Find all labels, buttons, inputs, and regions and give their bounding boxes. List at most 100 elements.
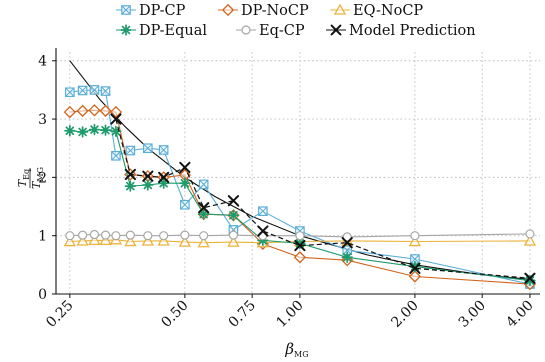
data-point-dp-nocp: [99, 104, 112, 118]
y-tick-label: 1: [38, 229, 47, 245]
data-point-eq-nocp: [76, 234, 89, 246]
data-point-eq-cp: [159, 231, 169, 241]
data-point-eq-cp: [342, 232, 352, 242]
data-point-model-prediction: [524, 272, 536, 284]
data-point-eq-cp: [295, 231, 305, 241]
x-tick-label: 4.00: [503, 298, 536, 331]
data-point-dp-nocp: [109, 105, 123, 119]
data-point-dp-cp: [111, 150, 121, 161]
data-point-model-prediction: [142, 170, 154, 182]
y-axis-title-numerator: T: [16, 178, 29, 187]
series-model-prediction: [110, 113, 536, 284]
data-point-dp-cp: [180, 199, 190, 210]
data-point-eq-cp: [228, 230, 239, 240]
data-point-dp-cp: [158, 145, 169, 155]
data-point-model-prediction: [341, 237, 353, 249]
legend-label: Eq-CP: [259, 23, 305, 39]
data-point-dp-equal: [99, 124, 112, 136]
data-point-eq-nocp: [157, 234, 170, 246]
data-point-model-prediction: [198, 202, 210, 214]
data-point-dp-nocp: [76, 104, 89, 118]
y-tick-label: 3: [38, 112, 47, 128]
data-point-eq-cp: [180, 230, 190, 240]
model-curve-line: [69, 60, 530, 280]
data-point-dp-equal: [227, 209, 240, 221]
svg-text:TMG: TMG: [30, 167, 45, 189]
data-point-dp-cp: [100, 86, 111, 96]
data-point-eq-nocp: [141, 234, 154, 246]
legend-marker-dp-cp: [121, 5, 131, 15]
svg-text:TEq: TEq: [16, 169, 31, 187]
data-point-dp-equal: [294, 237, 306, 249]
data-point-eq-nocp: [523, 234, 537, 246]
data-point-model-prediction: [158, 171, 170, 183]
data-point-model-prediction: [179, 161, 191, 174]
tick-labels: 0 1 2 3 4 0.25 0.50 0.75 1.00 2.00 3.00 4.00: [38, 54, 537, 331]
data-point-model-prediction: [227, 195, 240, 207]
x-tick-label: 0.25: [43, 298, 76, 331]
legend-label: DP-NoCP: [241, 3, 309, 19]
data-point-eq-cp: [410, 231, 420, 241]
data-point-dp-cp: [143, 143, 153, 154]
data-point-dp-equal: [409, 260, 421, 273]
data-point-eq-nocp: [88, 233, 101, 246]
data-point-model-prediction: [257, 225, 269, 237]
x-axis-title-main: β: [284, 340, 294, 358]
data-point-dp-equal: [110, 125, 122, 137]
data-point-dp-nocp: [408, 270, 422, 283]
data-point-eq-nocp: [408, 235, 422, 247]
data-point-dp-cp: [65, 87, 75, 98]
data-point-eq-cp: [525, 229, 535, 239]
data-point-dp-equal: [64, 125, 76, 137]
data-point-dp-equal: [197, 208, 210, 220]
legend: DP-CP DP-NoCP EQ-NoCP DP-Equal Eq-CP Model Pr…: [116, 3, 476, 39]
series-line-eq-cp: [69, 233, 530, 238]
data-point-dp-equal: [257, 234, 269, 247]
data-point-dp-nocp: [293, 251, 307, 264]
data-point-eq-cp: [65, 231, 75, 241]
data-point-dp-cp: [198, 179, 209, 190]
data-point-dp-equal: [157, 177, 170, 189]
legend-item-dp-cp: DP-CP: [116, 3, 186, 19]
legend-label: EQ-NoCP: [353, 3, 423, 19]
data-point-eq-cp: [143, 231, 153, 241]
x-tick-label: 3.00: [456, 298, 489, 331]
y-axis-title-denominator-sub: MG: [36, 167, 45, 182]
series-dp-equal: [64, 123, 536, 287]
y-axis-title-numerator-sub: Eq: [22, 169, 31, 180]
x-tick-label: 0.50: [158, 298, 191, 331]
data-point-dp-nocp: [63, 105, 77, 119]
y-tick-label: 0: [38, 287, 47, 303]
series-eq-cp: [65, 229, 535, 242]
data-point-dp-equal: [124, 180, 137, 192]
data-point-eq-cp: [89, 229, 100, 240]
legend-marker-dp-equal: [120, 24, 132, 36]
data-point-dp-cp: [125, 145, 136, 156]
legend-label: DP-CP: [139, 3, 186, 19]
data-point-eq-nocp: [197, 236, 210, 248]
data-point-model-prediction: [110, 113, 122, 125]
model-curve: [69, 60, 530, 280]
data-point-dp-equal: [341, 251, 353, 263]
y-tick-label: 2: [38, 170, 47, 186]
series-line-eq-nocp: [69, 239, 530, 244]
axes: [55, 48, 540, 295]
data-point-model-prediction: [294, 239, 306, 252]
y-tick-label: 4: [38, 54, 47, 70]
series-layer: [63, 85, 537, 291]
x-tick-label: 0.75: [226, 298, 259, 331]
legend-item-eq-cp: Eq-CP: [236, 23, 305, 39]
legend-marker-dp-nocp: [221, 3, 235, 17]
data-point-eq-cp: [100, 230, 111, 240]
data-point-model-prediction: [409, 262, 421, 274]
data-point-eq-cp: [199, 231, 209, 241]
data-point-dp-equal: [524, 274, 536, 287]
y-axis-title: TEq TMG: [16, 167, 45, 189]
legend-label: Model Prediction: [349, 23, 476, 39]
legend-item-model-prediction: Model Prediction: [326, 23, 476, 39]
x-axis-title-sub: MG: [294, 350, 309, 359]
data-point-eq-cp: [111, 231, 121, 241]
legend-marker-model-prediction: [330, 24, 342, 36]
x-axis-title: βMG: [284, 340, 308, 359]
